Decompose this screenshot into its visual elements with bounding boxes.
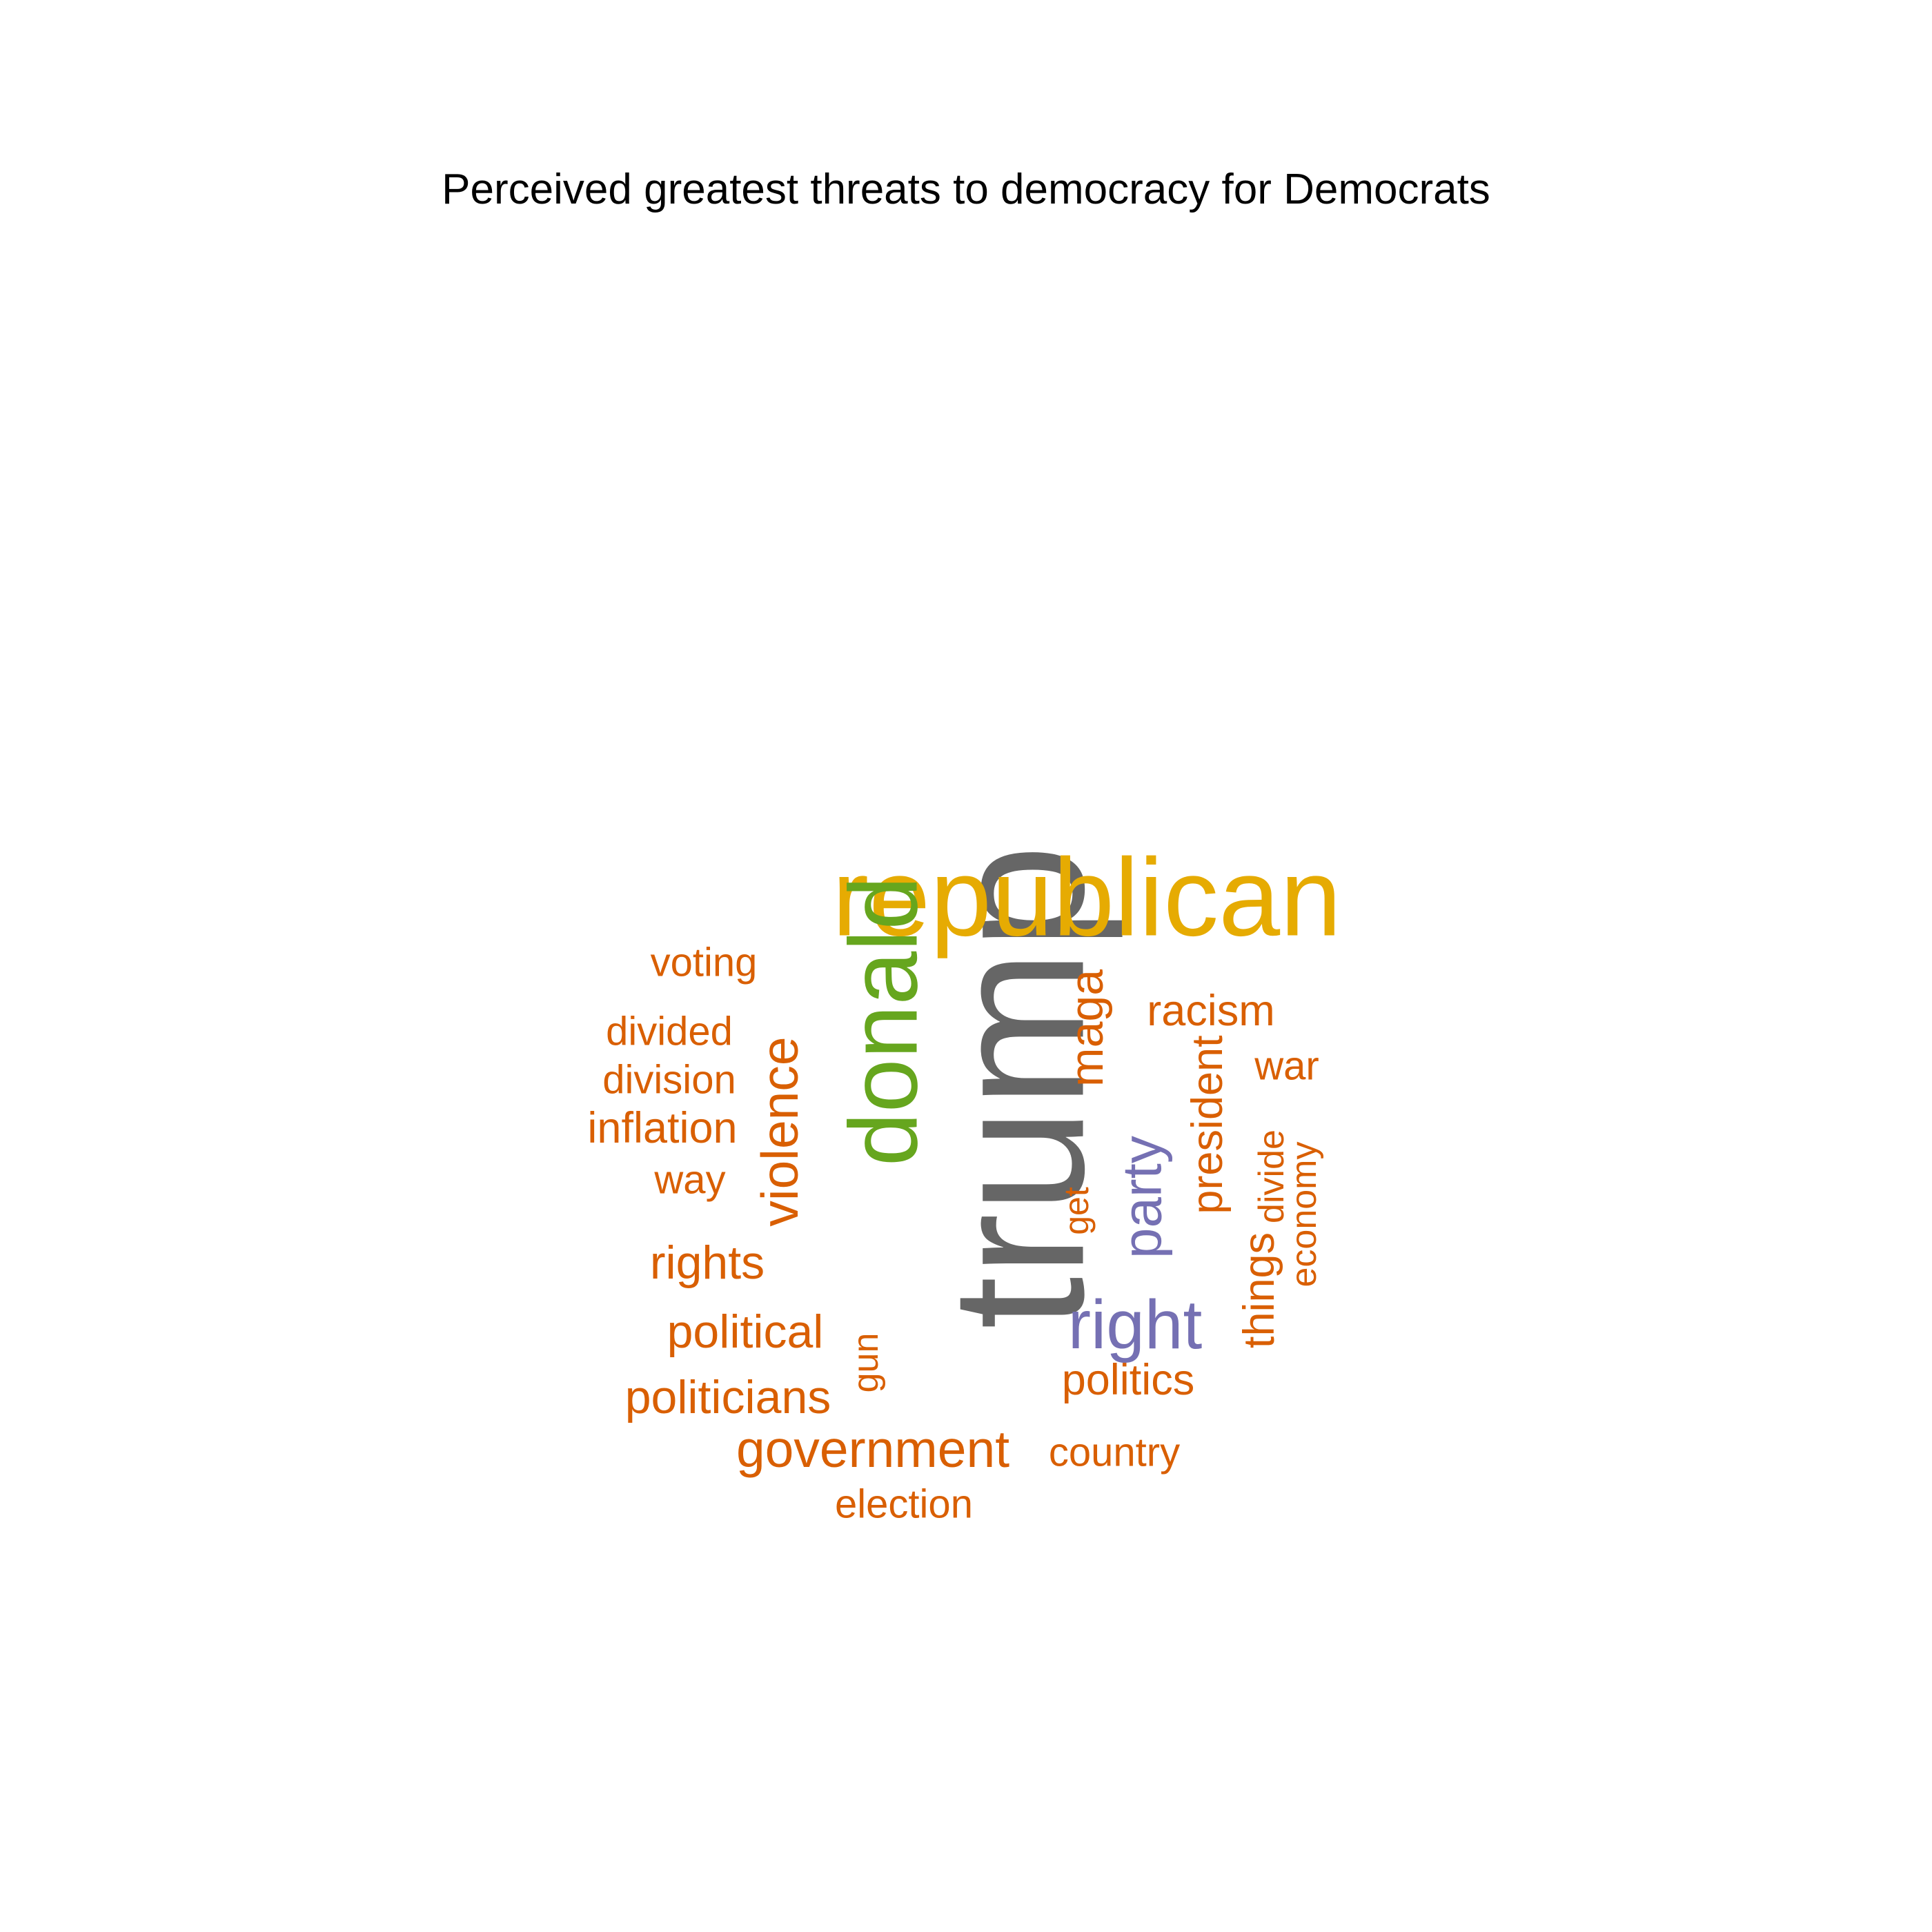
word-divide: divide — [1252, 1130, 1292, 1223]
word-economy: economy — [1284, 1142, 1324, 1288]
word-election: election — [835, 1482, 973, 1527]
word-rights: rights — [650, 1236, 765, 1289]
word-get: get — [1057, 1187, 1096, 1235]
word-things: things — [1235, 1232, 1283, 1348]
word-donald: donald — [829, 876, 938, 1166]
word-right: right — [1068, 1286, 1203, 1363]
word-politicians: politicians — [625, 1371, 831, 1423]
word-party: party — [1112, 1136, 1173, 1259]
word-republican: republican — [832, 836, 1341, 959]
word-gun: gun — [846, 1333, 886, 1393]
word-political: political — [667, 1305, 824, 1358]
word-inflation: inflation — [587, 1104, 737, 1152]
word-voting: voting — [651, 940, 758, 985]
word-maga: maga — [1061, 969, 1113, 1087]
word-war: war — [1254, 1044, 1319, 1089]
word-politics: politics — [1062, 1356, 1195, 1404]
word-president: president — [1183, 1035, 1232, 1214]
word-racism: racism — [1147, 987, 1275, 1035]
word-divided: divided — [606, 1009, 733, 1054]
word-violence: violence — [751, 1036, 809, 1226]
word-division: division — [602, 1058, 736, 1103]
word-government: government — [736, 1420, 1009, 1478]
word-trump: trump — [912, 845, 1125, 1330]
word-way: way — [653, 1158, 725, 1203]
figure-title: Perceived greatest threats to democracy … — [442, 166, 1490, 213]
word-country: country — [1049, 1430, 1180, 1475]
